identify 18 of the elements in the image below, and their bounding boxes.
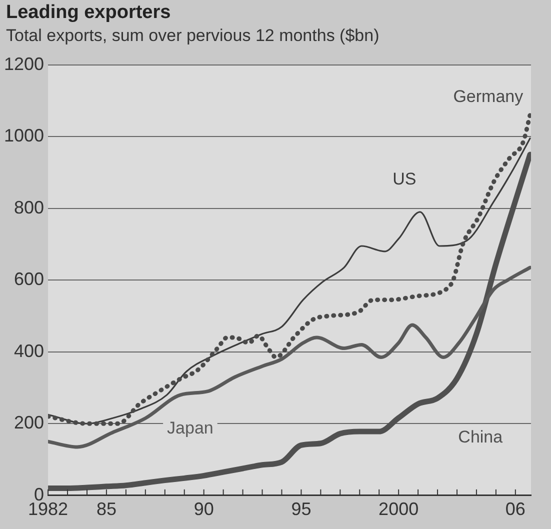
x-tick-label: 1982 [28,499,68,520]
text: China [458,428,504,447]
series-label: US [392,169,416,188]
x-tick-label: 06 [505,499,526,520]
series-label: Japan [167,418,214,438]
x-tick-label: 85 [96,499,116,520]
y-tick-label: 1200 [4,54,44,74]
chart-title: Leading exporters [6,2,171,24]
y-tick-label: 600 [14,269,44,290]
chart-subtitle: Total exports, sum over pervious 12 months ($bn) [6,26,380,46]
y-tick-label: 800 [14,197,44,218]
series-label: Germany [453,86,524,106]
y-tick-label: 1000 [4,126,44,146]
y-tick-label: 200 [14,412,44,433]
x-tick-label: 95 [291,499,312,520]
x-tick-label: 2000 [378,499,419,520]
y-tick-label: 400 [14,340,44,361]
x-tick-label: 90 [194,499,214,520]
